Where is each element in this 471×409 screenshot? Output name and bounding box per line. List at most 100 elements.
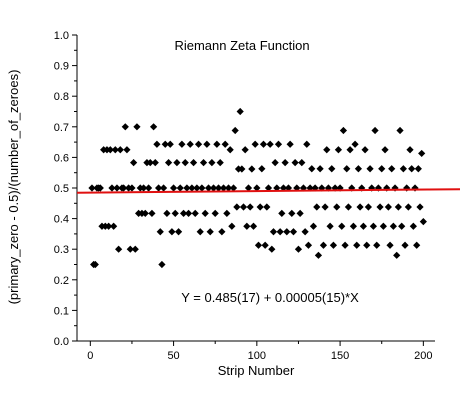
data-point <box>169 184 178 192</box>
data-point <box>133 123 141 131</box>
data-point <box>239 203 248 211</box>
data-point <box>168 228 176 236</box>
data-point <box>123 146 131 154</box>
data-point <box>406 146 414 154</box>
data-point <box>301 228 309 236</box>
data-point <box>204 184 213 192</box>
data-point <box>196 228 204 236</box>
data-point <box>115 245 123 253</box>
data-point <box>339 126 348 135</box>
x-tick-label: 0 <box>87 350 93 362</box>
data-point <box>126 245 134 253</box>
x-tick-label: 150 <box>331 350 349 362</box>
data-point <box>274 140 283 148</box>
data-point <box>208 159 216 167</box>
data-point <box>319 241 328 249</box>
data-point <box>193 184 201 192</box>
data-point <box>296 209 304 217</box>
data-point <box>399 165 407 173</box>
data-point <box>244 184 253 192</box>
data-point <box>228 222 236 230</box>
y-tick-label: 0.2 <box>54 275 69 287</box>
data-point <box>224 184 233 192</box>
data-point <box>199 159 208 167</box>
data-point <box>278 209 286 217</box>
data-point <box>159 184 168 192</box>
data-point <box>161 140 169 148</box>
data-point <box>361 146 369 154</box>
data-point <box>214 184 223 192</box>
data-point <box>216 159 224 167</box>
data-point <box>249 222 258 230</box>
data-point <box>246 203 254 211</box>
data-point <box>191 209 199 217</box>
data-point <box>314 251 323 259</box>
data-point <box>271 159 279 167</box>
data-point <box>130 159 138 167</box>
chart-title: Riemann Zeta Function <box>174 38 309 53</box>
data-point <box>171 209 179 217</box>
data-point <box>291 159 299 167</box>
data-point <box>393 251 401 259</box>
data-point <box>309 222 318 230</box>
data-point <box>221 140 229 148</box>
data-point <box>419 218 427 226</box>
y-tick-label: 1.0 <box>54 30 69 42</box>
data-point <box>371 126 379 135</box>
x-axis-title: Strip Number <box>218 363 295 378</box>
data-point <box>364 203 372 211</box>
data-point <box>409 222 417 230</box>
data-point <box>384 203 392 211</box>
data-point <box>254 241 263 249</box>
data-point <box>243 222 251 230</box>
data-point <box>263 203 271 211</box>
data-point <box>328 165 336 173</box>
y-tick-label: 0.4 <box>54 214 69 226</box>
data-point <box>416 203 424 211</box>
data-point <box>91 260 99 269</box>
data-point <box>373 241 381 249</box>
data-point <box>303 140 311 148</box>
data-point <box>108 184 116 192</box>
x-tick-label: 200 <box>414 350 432 362</box>
data-point <box>394 203 402 211</box>
data-point <box>206 228 214 236</box>
data-point <box>229 184 238 192</box>
data-point <box>154 184 163 192</box>
data-point <box>363 241 371 249</box>
data-point <box>304 241 313 249</box>
fit-line-layer <box>76 188 461 194</box>
data-point <box>261 241 269 249</box>
data-point <box>354 165 363 173</box>
data-point <box>113 184 121 192</box>
data-point <box>379 222 387 230</box>
data-point <box>223 209 231 217</box>
data-point <box>156 228 164 236</box>
data-point <box>343 165 351 173</box>
data-point <box>226 146 234 154</box>
y-tick-label: 0.1 <box>54 305 69 317</box>
data-point <box>349 222 358 230</box>
data-point <box>211 209 219 217</box>
data-point <box>418 149 426 158</box>
data-point <box>396 126 404 135</box>
data-point <box>356 203 364 211</box>
data-point <box>145 184 153 192</box>
data-point <box>338 222 346 230</box>
x-tick-label: 50 <box>167 350 179 362</box>
data-point <box>288 209 296 217</box>
data-point <box>253 184 261 192</box>
data-point <box>88 184 96 192</box>
data-point <box>333 203 341 211</box>
data-point <box>346 146 354 154</box>
data-point <box>111 146 119 154</box>
data-point <box>389 222 397 230</box>
data-point <box>151 159 159 167</box>
data-point <box>408 165 416 173</box>
data-point <box>131 245 139 253</box>
data-point <box>106 146 114 154</box>
data-point <box>183 184 191 192</box>
data-point <box>218 228 226 236</box>
